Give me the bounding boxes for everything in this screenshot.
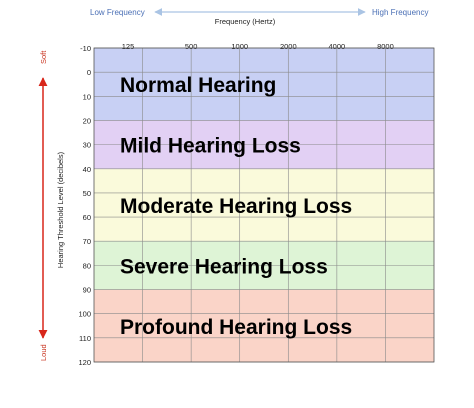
band-label-0: Normal Hearing <box>120 74 276 97</box>
y-tick-label: -10 <box>80 44 91 53</box>
x-tick-label: 125 <box>122 42 135 51</box>
x-tick-label: 4000 <box>329 42 346 51</box>
band-2 <box>94 168 434 242</box>
x-tick-label: 8000 <box>377 42 394 51</box>
soft-label: Soft <box>39 50 48 64</box>
plot-border <box>93 47 435 363</box>
y-tick-label: 60 <box>83 213 91 222</box>
y-tick-label: 100 <box>78 310 91 319</box>
y-tick-label: 0 <box>87 68 91 77</box>
band-label-2: Moderate Hearing Loss <box>120 195 352 218</box>
x-tick-labels: 125 500 1000 2000 4000 8000 <box>122 42 394 51</box>
low-frequency-label: Low Frequency <box>90 8 145 17</box>
y-tick-label: 120 <box>78 358 91 367</box>
grid-lines <box>94 47 434 363</box>
y-axis-title: Hearing Threshold Level (decibels) <box>56 151 65 268</box>
high-frequency-label: High Frequency <box>372 8 428 17</box>
x-tick-label: 1000 <box>231 42 248 51</box>
y-tick-label: 20 <box>83 116 91 125</box>
band-label-4: Profound Hearing Loss <box>120 316 352 339</box>
x-tick-label: 2000 <box>280 42 297 51</box>
y-tick-label: 80 <box>83 261 91 270</box>
band-4 <box>94 289 434 362</box>
x-axis-title: Frequency (Hertz) <box>215 17 276 26</box>
y-tick-label: 10 <box>83 92 91 101</box>
y-tick-label: 40 <box>83 165 91 174</box>
band-labels: Normal Hearing Mild Hearing Loss Moderate … <box>120 74 352 339</box>
y-tick-label: 70 <box>83 237 91 246</box>
x-tick-label: 500 <box>185 42 198 51</box>
y-tick-label: 50 <box>83 189 91 198</box>
band-label-3: Severe Hearing Loss <box>120 255 328 278</box>
y-tick-label: 110 <box>79 334 91 343</box>
band-0 <box>94 48 434 121</box>
y-tick-label: 90 <box>83 286 91 295</box>
y-tick-label: 30 <box>83 141 91 150</box>
y-tick-labels: -10 0 10 20 30 40 50 60 70 80 90 100 110 120 <box>78 44 91 367</box>
band-label-1: Mild Hearing Loss <box>120 135 301 158</box>
loud-label: Loud <box>39 344 48 361</box>
